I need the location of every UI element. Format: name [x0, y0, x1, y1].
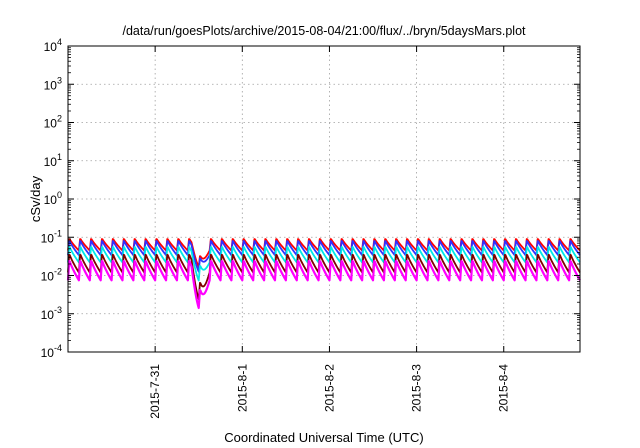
x-tick-label: 2015-8-1 — [235, 364, 249, 412]
y-tick-label: 10-3 — [41, 305, 62, 322]
x-tick-label: 2015-8-4 — [497, 364, 511, 412]
series-line-2 — [67, 240, 581, 273]
y-tick-label: 10-1 — [41, 228, 62, 245]
y-tick-exponent: 2 — [57, 114, 62, 124]
series-line-1 — [67, 238, 581, 268]
y-tick-label: 102 — [44, 114, 62, 131]
x-tick-label: 2015-8-2 — [322, 364, 336, 412]
y-tick-exponent: -3 — [54, 305, 62, 315]
y-tick-label: 100 — [44, 190, 62, 207]
x-axis-ticks: 2015-7-31 2015-8-1 2015-8-2 2015-8-3 2015-8-… — [148, 46, 511, 419]
x-tick-label: 2015-8-3 — [410, 364, 424, 412]
y-tick-label: 10-4 — [41, 343, 62, 360]
y-tick-label: 101 — [44, 152, 62, 169]
series-line-5 — [66, 260, 581, 310]
series-lines — [66, 238, 581, 310]
y-tick-exponent: 1 — [57, 152, 62, 162]
y-tick-label: 10-2 — [41, 267, 62, 284]
y-tick-exponent: 4 — [57, 37, 62, 47]
y-tick-exponent: -2 — [54, 267, 62, 277]
series-line-4 — [67, 253, 581, 301]
grid-lines — [68, 46, 580, 352]
y-axis-label: cSv/day — [28, 175, 43, 222]
y-tick-label: 103 — [44, 75, 62, 92]
y-tick-exponent: 3 — [57, 75, 62, 85]
y-tick-exponent: 0 — [57, 190, 62, 200]
y-tick-label: 104 — [44, 37, 62, 54]
x-axis-label: Coordinated Universal Time (UTC) — [224, 430, 423, 445]
x-tick-label: 2015-7-31 — [148, 364, 162, 419]
chart-title: /data/run/goesPlots/archive/2015-08-04/2… — [122, 24, 526, 38]
y-tick-exponent: -4 — [54, 343, 62, 353]
y-tick-exponent: -1 — [54, 228, 62, 238]
series-line-3 — [67, 246, 581, 282]
